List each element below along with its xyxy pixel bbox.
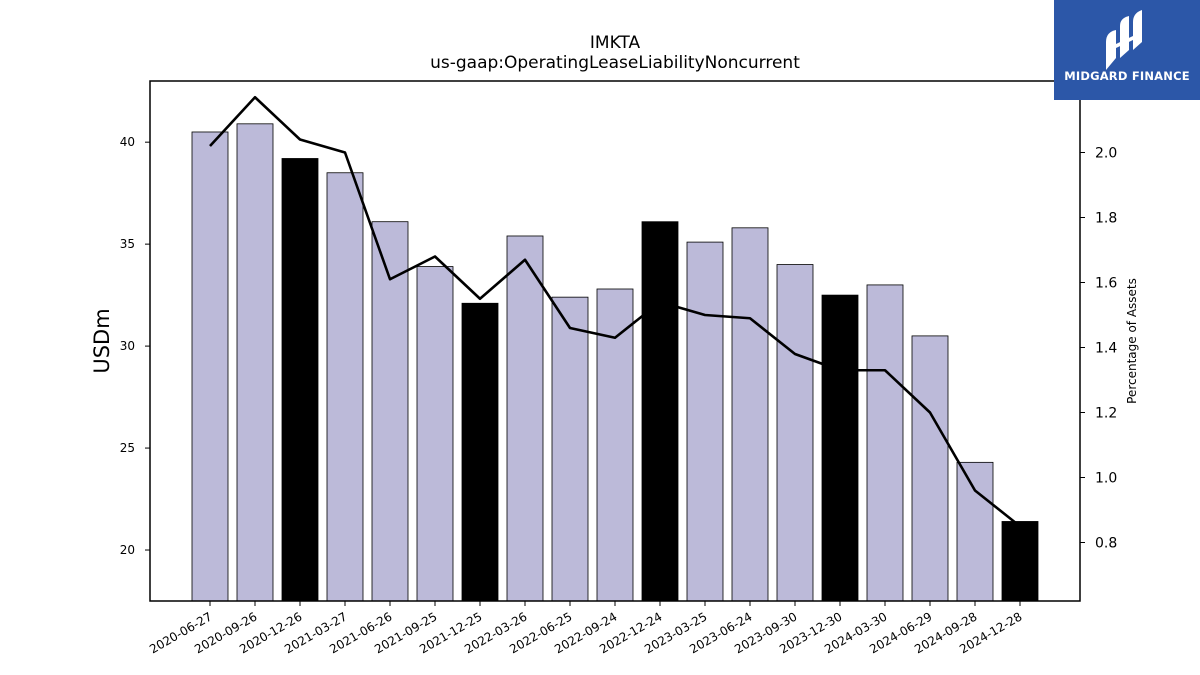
y2-tick-label: 1.2 bbox=[1095, 406, 1117, 422]
bar-2020-09-26 bbox=[236, 123, 274, 602]
chart-title: IMKTA bbox=[590, 33, 641, 53]
y2-tick-label: 1.0 bbox=[1095, 471, 1117, 487]
bar-2022-03-26 bbox=[506, 235, 544, 602]
y-tick-label: 20 bbox=[120, 543, 135, 557]
bar-2021-03-27 bbox=[326, 172, 364, 602]
y2-tick-label: 1.6 bbox=[1095, 276, 1117, 292]
line-series-group bbox=[209, 95, 1021, 528]
y2-tick-label: 2.0 bbox=[1095, 146, 1117, 162]
bar-2021-12-25 bbox=[461, 302, 499, 602]
y2-tick-label: 0.8 bbox=[1095, 536, 1117, 552]
logo: MIDGARD FINANCE bbox=[1054, 0, 1200, 100]
bar-2024-06-29 bbox=[911, 335, 949, 602]
y-axis-left: 20 25 30 35 40 bbox=[120, 135, 150, 557]
logo-text: MIDGARD FINANCE bbox=[1064, 69, 1190, 83]
bar-2023-03-25 bbox=[686, 241, 724, 602]
bar-2022-06-25 bbox=[551, 296, 589, 602]
bar-2020-12-26 bbox=[281, 158, 319, 602]
y-tick-label: 35 bbox=[120, 237, 135, 251]
bar-2023-06-24 bbox=[731, 227, 769, 602]
y2-tick-label: 1.8 bbox=[1095, 211, 1117, 227]
bars-group bbox=[191, 123, 1039, 602]
bar-2024-09-28 bbox=[956, 461, 994, 602]
y2-axis-label: Percentage of Assets bbox=[1125, 278, 1139, 404]
bar-2020-06-27 bbox=[191, 131, 229, 602]
bar-2024-12-28 bbox=[1001, 521, 1039, 602]
bar-2022-09-24 bbox=[596, 288, 634, 602]
chart-subtitle: us-gaap:OperatingLeaseLiabilityNoncurren… bbox=[430, 53, 800, 73]
bar-2023-09-30 bbox=[776, 264, 814, 602]
bar-2021-09-25 bbox=[416, 266, 454, 602]
y-tick-label: 25 bbox=[120, 441, 135, 455]
y2-tick-label: 1.4 bbox=[1095, 341, 1117, 357]
bar-2022-12-24 bbox=[641, 221, 679, 602]
y-tick-label: 30 bbox=[120, 339, 135, 353]
y-axis-label: USDm bbox=[90, 308, 114, 373]
x-axis: 2020-06-272020-09-262020-12-262021-03-27… bbox=[147, 601, 1025, 656]
y-axis-right: 0.8 1.0 1.2 1.4 1.6 1.8 2.0 bbox=[1080, 146, 1117, 552]
bar-2021-06-26 bbox=[371, 221, 409, 602]
bar-2023-12-30 bbox=[821, 294, 859, 602]
logo-mark-icon bbox=[1106, 10, 1142, 70]
y-tick-label: 40 bbox=[120, 135, 135, 149]
bar-2024-03-30 bbox=[866, 284, 904, 602]
